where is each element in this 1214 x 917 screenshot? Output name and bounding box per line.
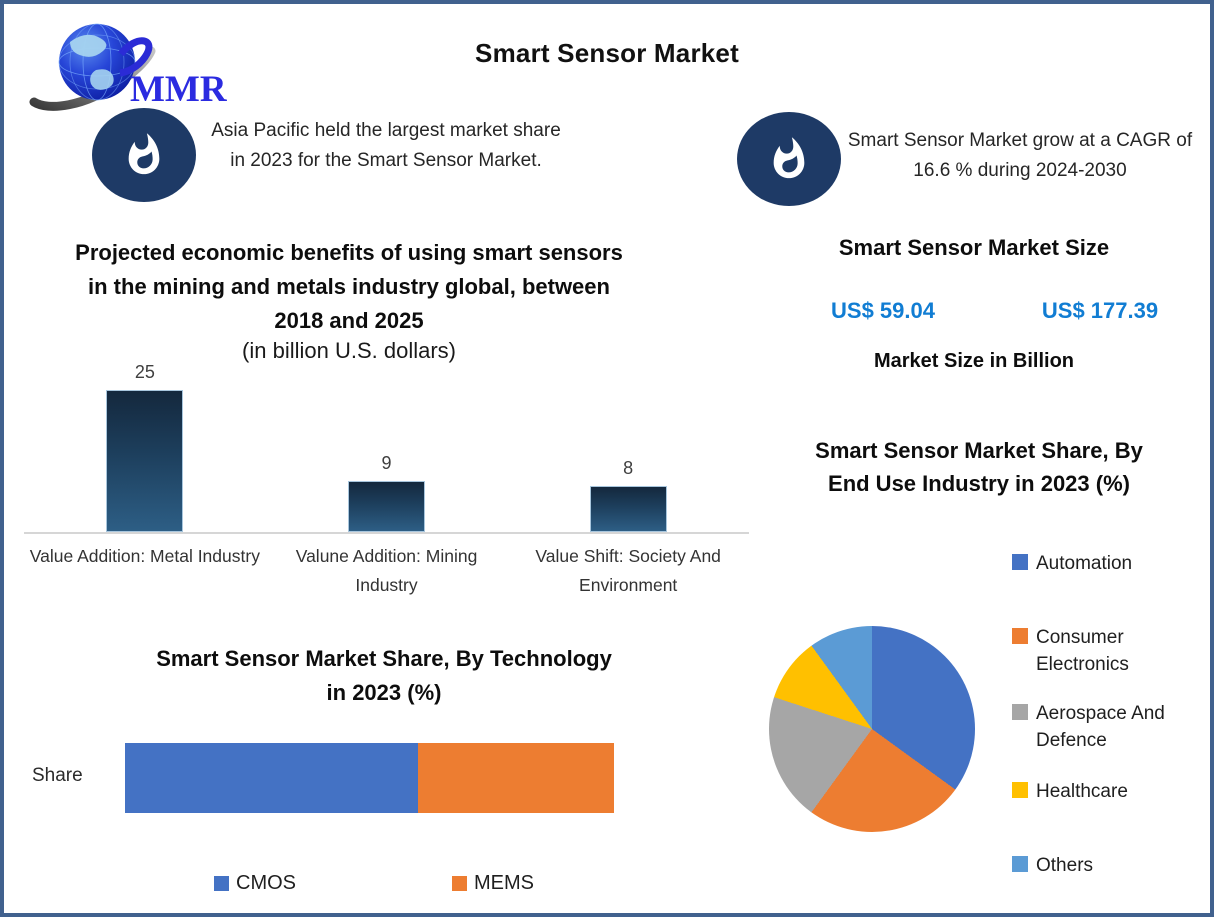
mining-bar-chart: 25 9 8 <box>24 344 749 534</box>
bar-slot: 9 <box>266 453 508 532</box>
bar-category-label: Valune Addition: Mining Industry <box>295 546 478 595</box>
legend-label: Automation <box>1036 553 1133 574</box>
legend-swatch <box>1012 856 1028 872</box>
pie-legend-item: Aerospace And Defence <box>1012 700 1201 754</box>
mining-category-row: Value Addition: Metal Industry Valune Add… <box>24 542 749 600</box>
bar-value-label: 9 <box>381 452 392 473</box>
pie-legend-item: Automation <box>1012 550 1201 577</box>
callout-cagr: Smart Sensor Market grow at a CAGR of 16… <box>847 130 1193 181</box>
bar-value-label: 25 <box>134 361 155 382</box>
flame-icon <box>773 137 805 179</box>
flame-icon <box>128 133 160 175</box>
legend-swatch <box>214 876 229 891</box>
legend-swatch <box>1012 628 1028 644</box>
legend-item-cmos: CMOS <box>214 872 296 895</box>
bar <box>106 389 184 532</box>
pie-legend-item: Healthcare <box>1012 778 1201 805</box>
stacked-segment-mems <box>418 743 614 813</box>
callout-asia-pacific: Asia Pacific held the largest market sha… <box>211 120 561 171</box>
technology-stacked-bar <box>125 743 614 813</box>
bar-chart-subtitle: (in billion U.S. dollars) <box>242 338 456 363</box>
mmr-logo: MMR <box>24 10 229 112</box>
legend-swatch <box>1012 782 1028 798</box>
technology-chart-title: Smart Sensor Market Share, By Technology… <box>156 646 612 705</box>
bar-chart-title: Projected economic benefits of using sma… <box>75 240 623 333</box>
bar <box>348 480 425 532</box>
market-size-caption: Market Size in Billion <box>873 350 1075 372</box>
technology-legend: CMOS MEMS <box>154 872 594 895</box>
market-size-title: Smart Sensor Market Size <box>838 235 1110 260</box>
legend-item-mems: MEMS <box>452 872 534 895</box>
stacked-segment-cmos <box>125 743 419 813</box>
market-size-value-end: US$ 177.39 <box>1041 298 1159 323</box>
flame-badge-left <box>92 108 196 202</box>
pie-legend-item: Others <box>1012 852 1201 879</box>
share-axis-label: Share <box>32 765 83 786</box>
bar-category-label: Value Shift: Society And Environment <box>535 546 721 595</box>
legend-label: Consumer Electronics <box>1036 627 1129 675</box>
legend-swatch <box>1012 554 1028 570</box>
bar <box>589 486 667 532</box>
bar-slot: 25 <box>24 361 266 532</box>
bar-category-label: Value Addition: Metal Industry <box>29 546 260 566</box>
pie-chart-title: Smart Sensor Market Share, By End Use In… <box>815 438 1143 496</box>
mining-bar-row: 25 9 8 <box>24 344 749 532</box>
page-title: Smart Sensor Market <box>475 38 739 68</box>
pie-legend: Automation Consumer Electronics Aerospace … <box>1012 4 1208 913</box>
legend-swatch <box>452 876 467 891</box>
globe-logo-icon: MMR <box>29 23 228 111</box>
bar-slot: 8 <box>507 458 749 532</box>
flame-badge-right <box>737 112 841 206</box>
legend-label: MEMS <box>474 872 534 894</box>
bar-value-label: 8 <box>623 458 634 479</box>
end-use-pie <box>769 626 975 832</box>
legend-label: CMOS <box>236 872 296 894</box>
logo-text: MMR <box>130 69 228 110</box>
legend-label: Aerospace And Defence <box>1036 703 1165 751</box>
legend-swatch <box>1012 704 1028 720</box>
market-size-value-start: US$ 59.04 <box>831 298 935 323</box>
legend-label: Healthcare <box>1036 781 1128 802</box>
pie-legend-item: Consumer Electronics <box>1012 624 1201 678</box>
legend-label: Others <box>1036 855 1094 876</box>
